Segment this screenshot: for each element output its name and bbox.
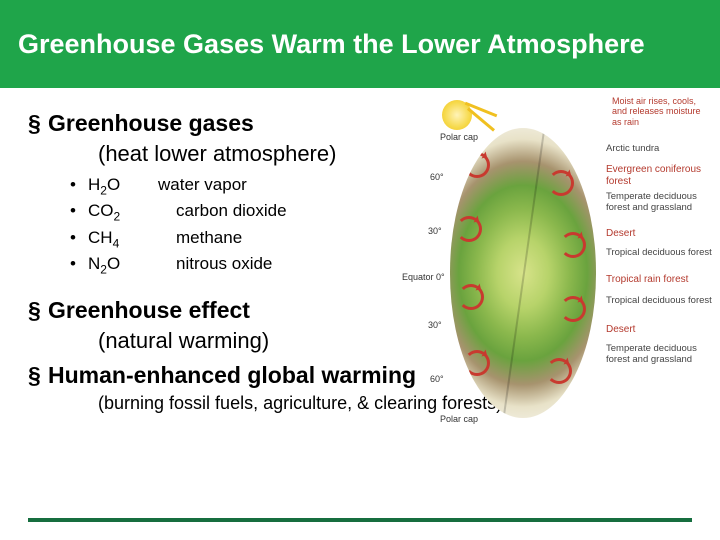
diagram-top-note: Moist air rises, cools, and releases moi… [612, 96, 708, 127]
gas-formula: CH4 [88, 228, 158, 250]
gas-list: • H2O water vapor • CO2 carbon dioxide •… [70, 175, 450, 277]
title-bar: Greenhouse Gases Warm the Lower Atmosphe… [0, 0, 720, 88]
circulation-arrow-icon [560, 232, 586, 258]
section-head-text: Human-enhanced global warming [48, 362, 416, 388]
lat-label-60s: 60° [430, 374, 444, 384]
circulation-arrow-icon [456, 216, 482, 242]
bullet-dot-icon: • [70, 254, 88, 274]
section-greenhouse-effect: § Greenhouse effect [28, 297, 450, 324]
lat-label-polar-n: Polar cap [440, 132, 478, 142]
biome-globe-diagram: Moist air rises, cools, and releases moi… [442, 96, 714, 448]
gas-name: methane [176, 228, 242, 248]
gas-formula: CO2 [88, 201, 158, 223]
biome-arctic: Arctic tundra [606, 144, 714, 155]
biome-trop-dec: Tropical deciduous forest [606, 248, 714, 259]
biome-temperate-s: Temperate deciduous forest and grassland [606, 344, 714, 366]
gas-formula: H2O [88, 175, 158, 197]
gas-formula: N2O [88, 254, 158, 276]
globe-icon [450, 128, 596, 418]
biome-trop-rain: Tropical rain forest [606, 274, 714, 286]
lat-label-30s: 30° [428, 320, 442, 330]
section-head-text: Greenhouse gases [48, 110, 254, 136]
footer-divider [28, 518, 692, 522]
gas-name: nitrous oxide [176, 254, 272, 274]
biome-temperate-n: Temperate deciduous forest and grassland [606, 192, 714, 214]
list-item: • CH4 methane [70, 228, 450, 250]
bullet-dot-icon: • [70, 228, 88, 248]
bullet-icon: § [28, 362, 38, 389]
bullet-dot-icon: • [70, 201, 88, 221]
content-area: § Greenhouse gases (heat lower atmosphere… [20, 110, 450, 422]
globe-axis [503, 129, 545, 416]
gas-name: carbon dioxide [176, 201, 287, 221]
list-item: • N2O nitrous oxide [70, 254, 450, 276]
bullet-icon: § [28, 297, 38, 324]
slide-title: Greenhouse Gases Warm the Lower Atmosphe… [18, 28, 645, 60]
circulation-arrow-icon [560, 296, 586, 322]
circulation-arrow-icon [458, 284, 484, 310]
sun-icon [442, 100, 472, 130]
circulation-arrow-icon [548, 170, 574, 196]
gas-name: water vapor [158, 175, 247, 195]
lat-label-polar-s: Polar cap [440, 414, 478, 424]
biome-desert-s: Desert [606, 324, 714, 336]
section-sub-effect: (natural warming) [98, 328, 450, 354]
lat-label-equator: Equator 0° [402, 272, 445, 282]
bullet-icon: § [28, 110, 38, 137]
list-item: • CO2 carbon dioxide [70, 201, 450, 223]
circulation-arrow-icon [464, 152, 490, 178]
list-item: • H2O water vapor [70, 175, 450, 197]
circulation-arrow-icon [546, 358, 572, 384]
circulation-arrow-icon [464, 350, 490, 376]
biome-trop-dec-2: Tropical deciduous forest [606, 296, 714, 307]
section-greenhouse-gases: § Greenhouse gases [28, 110, 450, 137]
bullet-dot-icon: • [70, 175, 88, 195]
section-sub-gases: (heat lower atmosphere) [98, 141, 450, 167]
section-head-text: Greenhouse effect [48, 297, 250, 323]
lat-label-30n: 30° [428, 226, 442, 236]
biome-conifer: Evergreen coniferous forest [606, 164, 714, 187]
lat-label-60n: 60° [430, 172, 444, 182]
biome-desert-n: Desert [606, 228, 714, 240]
